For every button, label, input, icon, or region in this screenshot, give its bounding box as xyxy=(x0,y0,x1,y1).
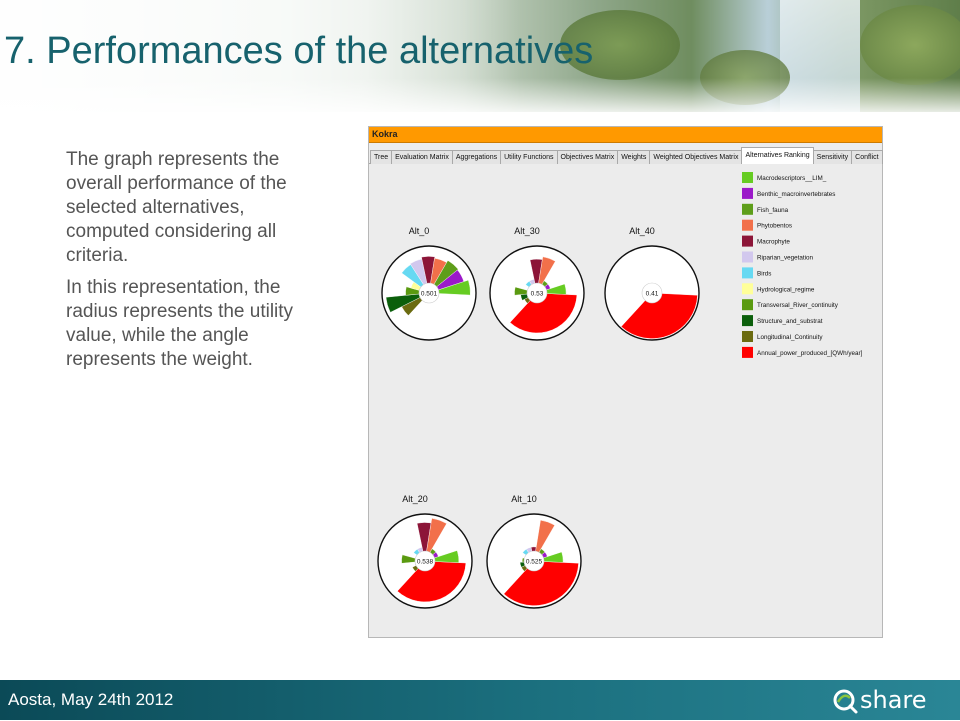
app-window: Kokra Tree Evaluation Matrix Aggregations U… xyxy=(368,126,883,638)
legend-swatch-structure-and-substrat xyxy=(742,315,753,327)
tab-weighted-objectives-matrix[interactable]: Weighted Objectives Matrix xyxy=(649,150,743,164)
pie-wedge-alt-40-annual-power-produced-qwh-year- xyxy=(620,292,698,339)
alternatives-ranking-chart: Alt_0 0.501 Alt_30 0.53 Alt_40 0.41 Alt_20 0.53… xyxy=(377,172,863,609)
slide-description: The graph represents the overall perform… xyxy=(66,148,316,380)
tab-conflict[interactable]: Conflict xyxy=(851,150,883,164)
footer-date: Aosta, May 24th 2012 xyxy=(8,690,174,709)
score-label-alt-30: 0.53 xyxy=(531,291,544,298)
pie-wedge-alt-20-annual-power-produced-qwh-year- xyxy=(397,560,467,603)
pie-wedge-alt-0-structure-and-substrat xyxy=(385,292,430,313)
alternative-label-alt-30: Alt_30 xyxy=(514,226,540,236)
pie-wedge-alt-30-annual-power-produced-qwh-year- xyxy=(509,292,578,334)
tab-utility-functions[interactable]: Utility Functions xyxy=(500,150,558,164)
alternative-label-alt-40: Alt_40 xyxy=(629,226,655,236)
alternative-label-alt-20: Alt_20 xyxy=(402,494,428,504)
tab-sensitivity[interactable]: Sensitivity xyxy=(812,150,853,164)
legend-label: Transversal_River_continuity xyxy=(757,302,839,309)
score-center xyxy=(414,550,436,572)
share-logo-text: share xyxy=(860,686,927,714)
tab-weights[interactable]: Weights xyxy=(617,150,651,164)
tab-tree[interactable]: Tree xyxy=(370,150,393,164)
legend-swatch-macrophyte xyxy=(742,235,753,247)
legend-swatch-annual-power-produced-qwh-year- xyxy=(742,346,753,358)
legend-swatch-birds xyxy=(742,267,753,279)
legend-swatch-fish-fauna xyxy=(742,203,753,215)
score-center xyxy=(641,282,663,304)
share-logo: share xyxy=(830,684,955,716)
legend-swatch-phytobentos xyxy=(742,219,753,231)
tab-objectives-matrix[interactable]: Objectives Matrix xyxy=(556,150,619,164)
legend-label: Macrodescriptors__LIM_ xyxy=(757,175,827,182)
legend-label: Hydrological_regime xyxy=(757,286,815,293)
header-banner xyxy=(0,0,960,112)
legend-swatch-benthic-macroinvertebrates xyxy=(742,187,753,199)
legend-label: Macrophyte xyxy=(757,239,790,246)
score-label-alt-20: 0.538 xyxy=(417,559,434,566)
share-logo-icon xyxy=(833,689,858,714)
pie-wedge-alt-10-phytobentos xyxy=(533,519,555,562)
legend-label: Birds xyxy=(757,270,771,277)
alternative-label-alt-10: Alt_10 xyxy=(511,494,537,504)
score-label-alt-40: 0.41 xyxy=(646,291,659,298)
alternative-label-alt-0: Alt_0 xyxy=(409,226,430,236)
score-label-alt-0: 0.501 xyxy=(421,291,438,298)
pie-wedge-alt-0-fish-fauna xyxy=(428,260,459,294)
legend-label: Longitudinal_Continuity xyxy=(757,334,823,341)
tab-bar: Tree Evaluation Matrix Aggregations Utility… xyxy=(369,147,883,164)
app-window-title: Kokra xyxy=(369,127,882,143)
tab-evaluation-matrix[interactable]: Evaluation Matrix xyxy=(391,150,453,164)
pie-wedge-alt-0-macrodescriptors-lim- xyxy=(428,279,471,296)
legend-label: Fish_fauna xyxy=(757,207,789,214)
pie-wedge-alt-0-macrophyte xyxy=(421,256,436,294)
description-paragraph-1: The graph represents the overall perform… xyxy=(66,149,287,266)
legend-label: Benthic_macroinvertebrates xyxy=(757,191,835,198)
description-paragraph-2: In this representation, the radius repre… xyxy=(66,277,294,370)
tab-alternatives-ranking[interactable]: Alternatives Ranking xyxy=(741,147,814,164)
legend-label: Phytobentos xyxy=(757,223,792,230)
tab-aggregations[interactable]: Aggregations xyxy=(451,150,502,164)
score-label-alt-10: 0.525 xyxy=(526,559,543,566)
pie-wedge-alt-20-phytobentos xyxy=(424,518,447,562)
legend-swatch-transversal-river-continuity xyxy=(742,299,753,311)
score-center xyxy=(526,282,548,304)
legend-swatch-riparian-vegetation xyxy=(742,251,753,263)
legend-label: Annual_power_produced_[QWh/year] xyxy=(757,350,863,357)
legend-label: Structure_and_substrat xyxy=(757,318,823,325)
pie-wedge-alt-10-annual-power-produced-qwh-year- xyxy=(503,560,579,606)
legend-label: Riparian_vegetation xyxy=(757,255,814,262)
legend-swatch-macrodescriptors-lim- xyxy=(742,172,753,183)
score-center xyxy=(418,282,440,304)
legend-swatch-longitudinal-continuity xyxy=(742,331,753,342)
legend-swatch-hydrological-regime xyxy=(742,283,753,295)
footer-bar: Aosta, May 24th 2012 share xyxy=(0,680,960,720)
slide-title: 7. Performances of the alternatives xyxy=(4,30,594,72)
score-center xyxy=(523,550,545,572)
